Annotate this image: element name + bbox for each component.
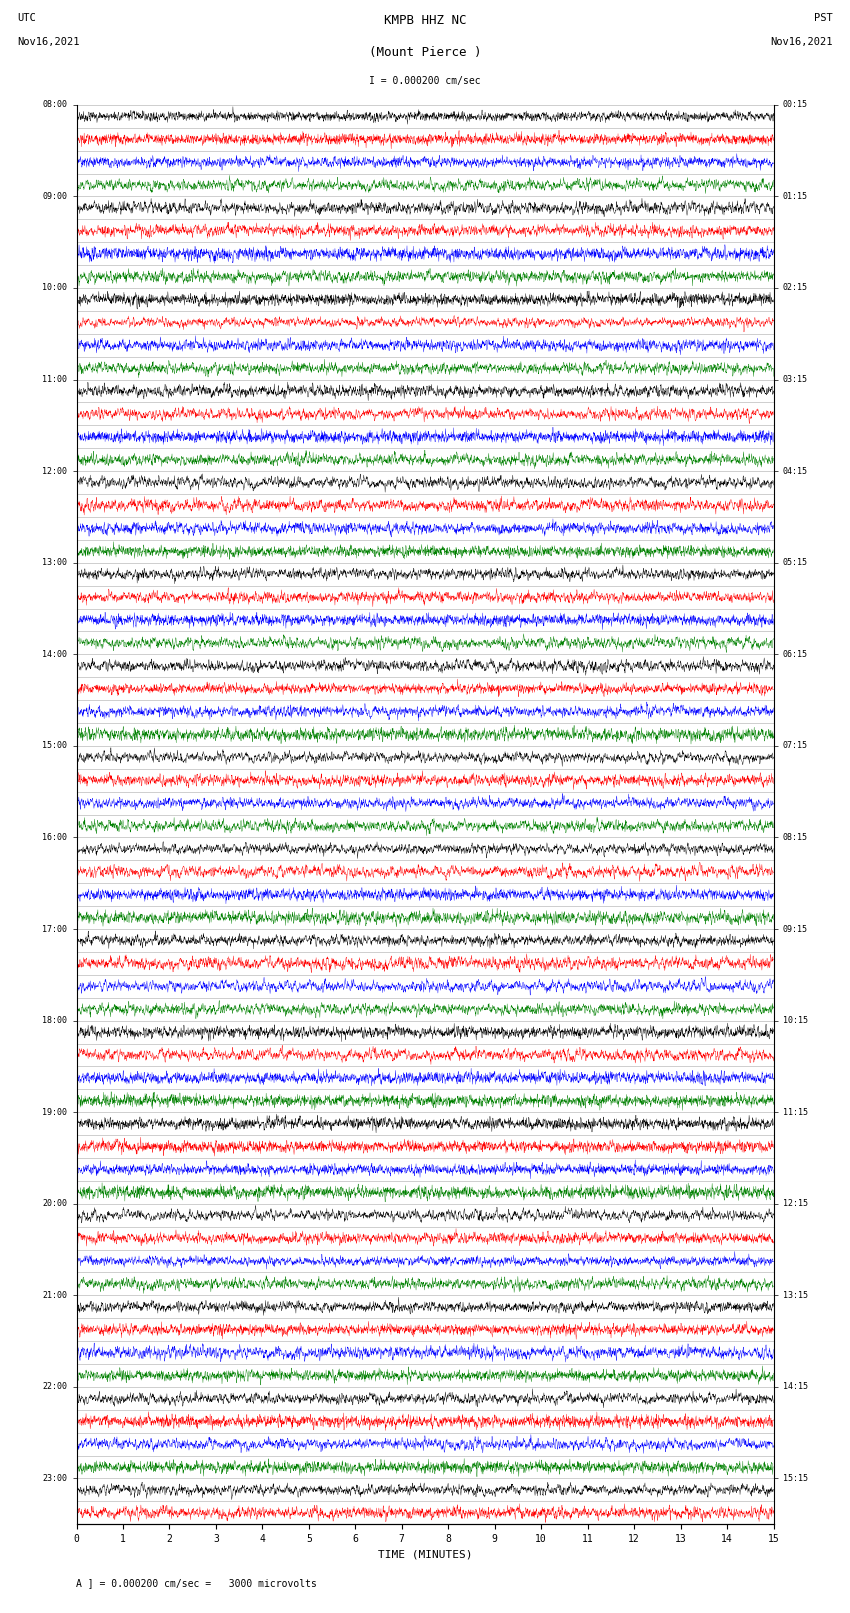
X-axis label: TIME (MINUTES): TIME (MINUTES)	[377, 1550, 473, 1560]
Text: Nov16,2021: Nov16,2021	[17, 37, 80, 47]
Text: A ] = 0.000200 cm/sec =   3000 microvolts: A ] = 0.000200 cm/sec = 3000 microvolts	[76, 1578, 317, 1589]
Text: KMPB HHZ NC: KMPB HHZ NC	[383, 15, 467, 27]
Text: I = 0.000200 cm/sec: I = 0.000200 cm/sec	[369, 76, 481, 87]
Text: Nov16,2021: Nov16,2021	[770, 37, 833, 47]
Text: PST: PST	[814, 13, 833, 23]
Text: (Mount Pierce ): (Mount Pierce )	[369, 47, 481, 60]
Text: UTC: UTC	[17, 13, 36, 23]
